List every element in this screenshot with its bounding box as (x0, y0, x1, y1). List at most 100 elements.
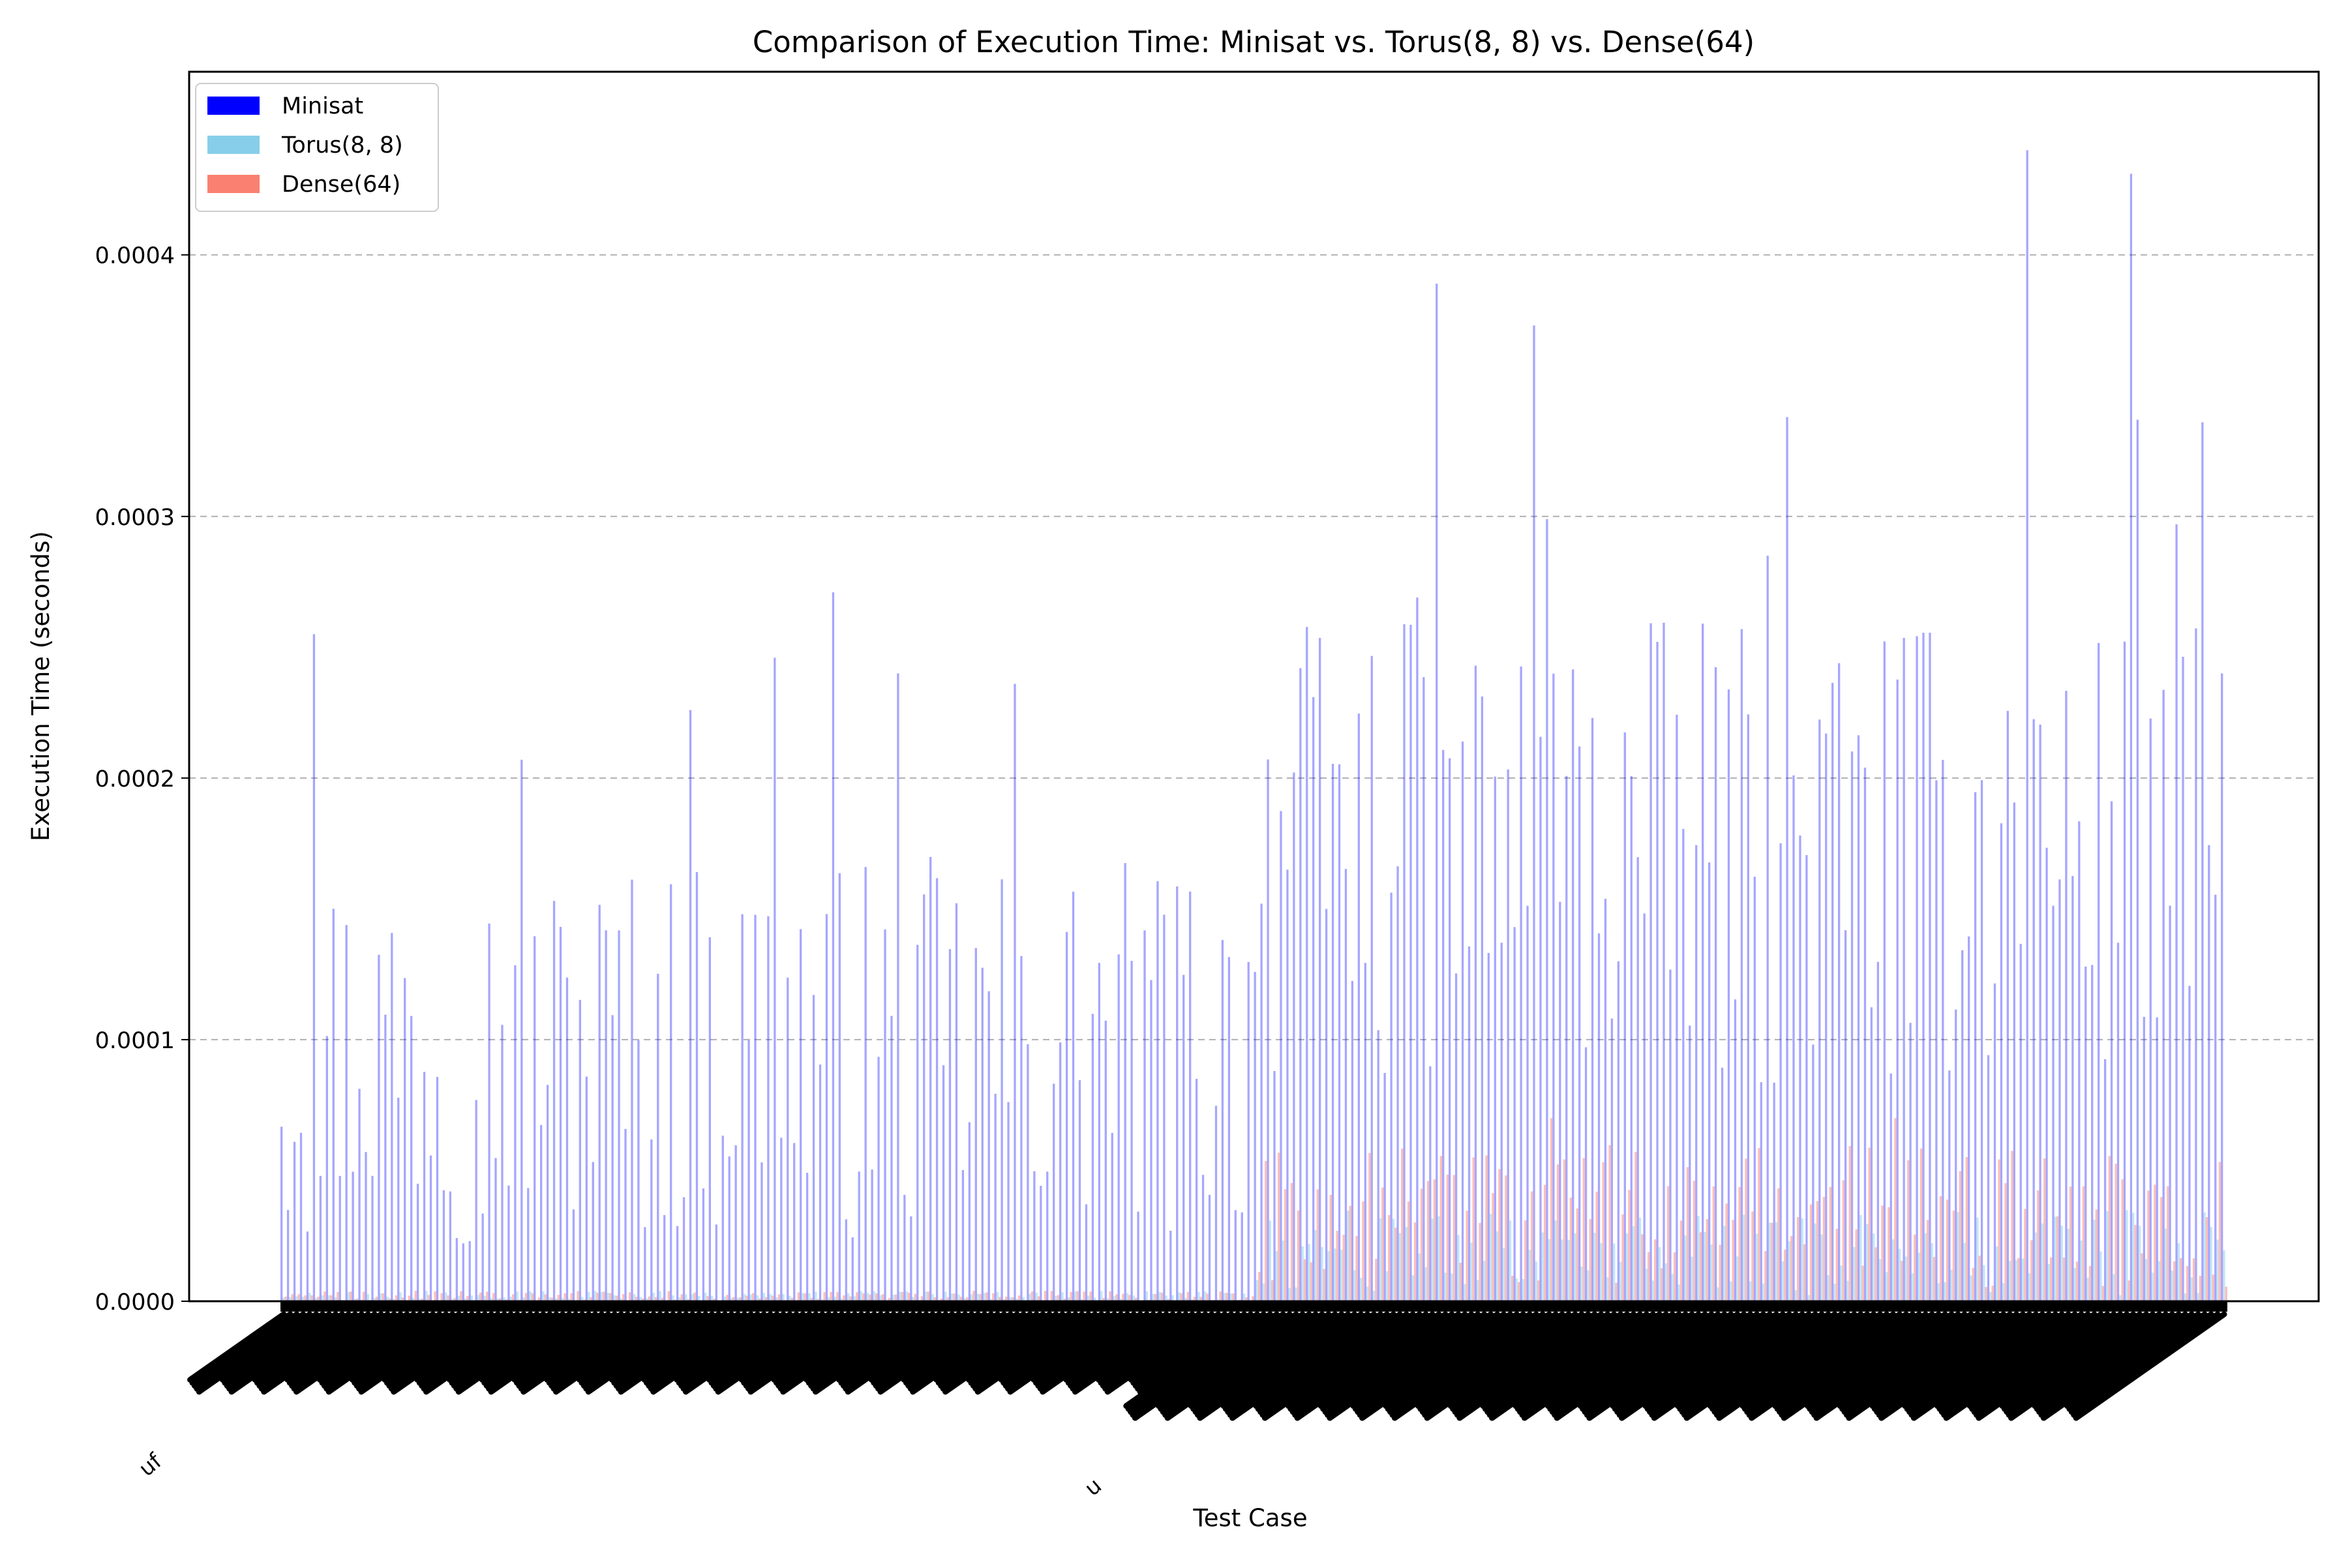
bar (430, 1156, 432, 1301)
bar (586, 1077, 588, 1301)
bar (1585, 1048, 1587, 1301)
bar (2160, 1197, 2162, 1301)
bar (1890, 1074, 1892, 1301)
bar (1130, 961, 1132, 1301)
bar (845, 1219, 847, 1301)
bar (1888, 1207, 1889, 1301)
bar (1710, 1244, 1712, 1301)
bar (2184, 1293, 2186, 1301)
bar (1232, 1293, 1234, 1301)
bar (1286, 869, 1288, 1301)
bar (287, 1210, 289, 1301)
bar (404, 978, 406, 1301)
bar (1938, 1283, 1940, 1301)
bar (804, 1293, 806, 1301)
bar (1646, 1269, 1648, 1301)
bar (856, 1292, 858, 1301)
legend-label-minisat: Minisat (282, 93, 363, 119)
bar (1470, 1243, 1472, 1301)
bar (350, 1291, 352, 1301)
bar (1347, 1211, 1349, 1301)
bar (1989, 1292, 1991, 1301)
bar (486, 1291, 488, 1301)
legend-swatch-torus (207, 136, 260, 154)
bar (1118, 954, 1120, 1301)
bar (778, 1295, 780, 1301)
bar (1355, 1236, 1357, 1301)
bar (2030, 1241, 2032, 1302)
bar (337, 1292, 339, 1301)
bar (1598, 933, 1600, 1301)
bar (622, 1294, 624, 1301)
bar (2223, 1250, 2225, 1301)
bar (1207, 1293, 1209, 1301)
bar (1604, 899, 1606, 1301)
bar (1429, 1066, 1431, 1301)
bar (2020, 944, 2022, 1301)
bar (1196, 1079, 1197, 1301)
bar (1299, 668, 1301, 1301)
bar (685, 1294, 687, 1301)
bar (570, 1293, 572, 1301)
bar (1574, 1233, 1576, 1301)
bar (802, 1293, 804, 1301)
bar (2143, 1017, 2145, 1301)
bar (1591, 718, 1593, 1301)
bar (1529, 1250, 1531, 1301)
bar (1661, 1268, 1663, 1301)
bar (2074, 1268, 2076, 1301)
bar (1649, 624, 1651, 1301)
legend-swatch-minisat (207, 97, 260, 115)
bar (1360, 1278, 1362, 1301)
bar (1462, 742, 1464, 1301)
bar (1738, 1187, 1740, 1301)
bar (1475, 666, 1477, 1301)
bar (2197, 1293, 2199, 1301)
bar (839, 873, 841, 1301)
bar (884, 929, 886, 1301)
bar (2175, 524, 2177, 1301)
bar (1576, 1209, 1578, 1301)
bar (320, 1176, 322, 1301)
bar (1308, 1244, 1310, 1301)
bar (1903, 638, 1905, 1301)
bar (1479, 1223, 1481, 1301)
bar (1353, 1270, 1355, 1301)
bar (1284, 1189, 1286, 1301)
bar (1654, 1239, 1656, 1301)
bar (501, 1025, 503, 1301)
bar (832, 592, 834, 1301)
bar (2124, 642, 2126, 1301)
bar (1396, 866, 1398, 1301)
y-axis-label: Execution Time (seconds) (27, 531, 55, 841)
bar (1083, 1291, 1085, 1301)
bar (1449, 759, 1451, 1301)
bar (1823, 1197, 1825, 1301)
bar (1858, 735, 1859, 1301)
bar (1955, 1010, 1957, 1301)
bar (806, 1173, 808, 1301)
bar (391, 933, 393, 1301)
bar (479, 1293, 481, 1301)
bar (1544, 1185, 1546, 1301)
bar (2139, 1226, 2141, 1301)
bar (852, 1237, 854, 1301)
bar (1805, 855, 1807, 1301)
bar (1998, 1160, 2000, 1301)
bar (1728, 689, 1730, 1301)
bar (1905, 1257, 1907, 1301)
bar (1531, 1192, 1533, 1301)
bar (1520, 667, 1522, 1301)
bar (2086, 1278, 2088, 1301)
bar (462, 1243, 464, 1301)
bar (2102, 1286, 2104, 1301)
bar (1589, 1219, 1591, 1301)
bar (415, 1291, 417, 1301)
bar (1260, 903, 1262, 1301)
bar (1336, 1231, 1338, 1301)
bar (1477, 1280, 1479, 1301)
bar (1297, 1211, 1299, 1301)
bar (1665, 1263, 1667, 1301)
bar (1970, 1275, 1972, 1301)
bar (944, 1292, 946, 1301)
